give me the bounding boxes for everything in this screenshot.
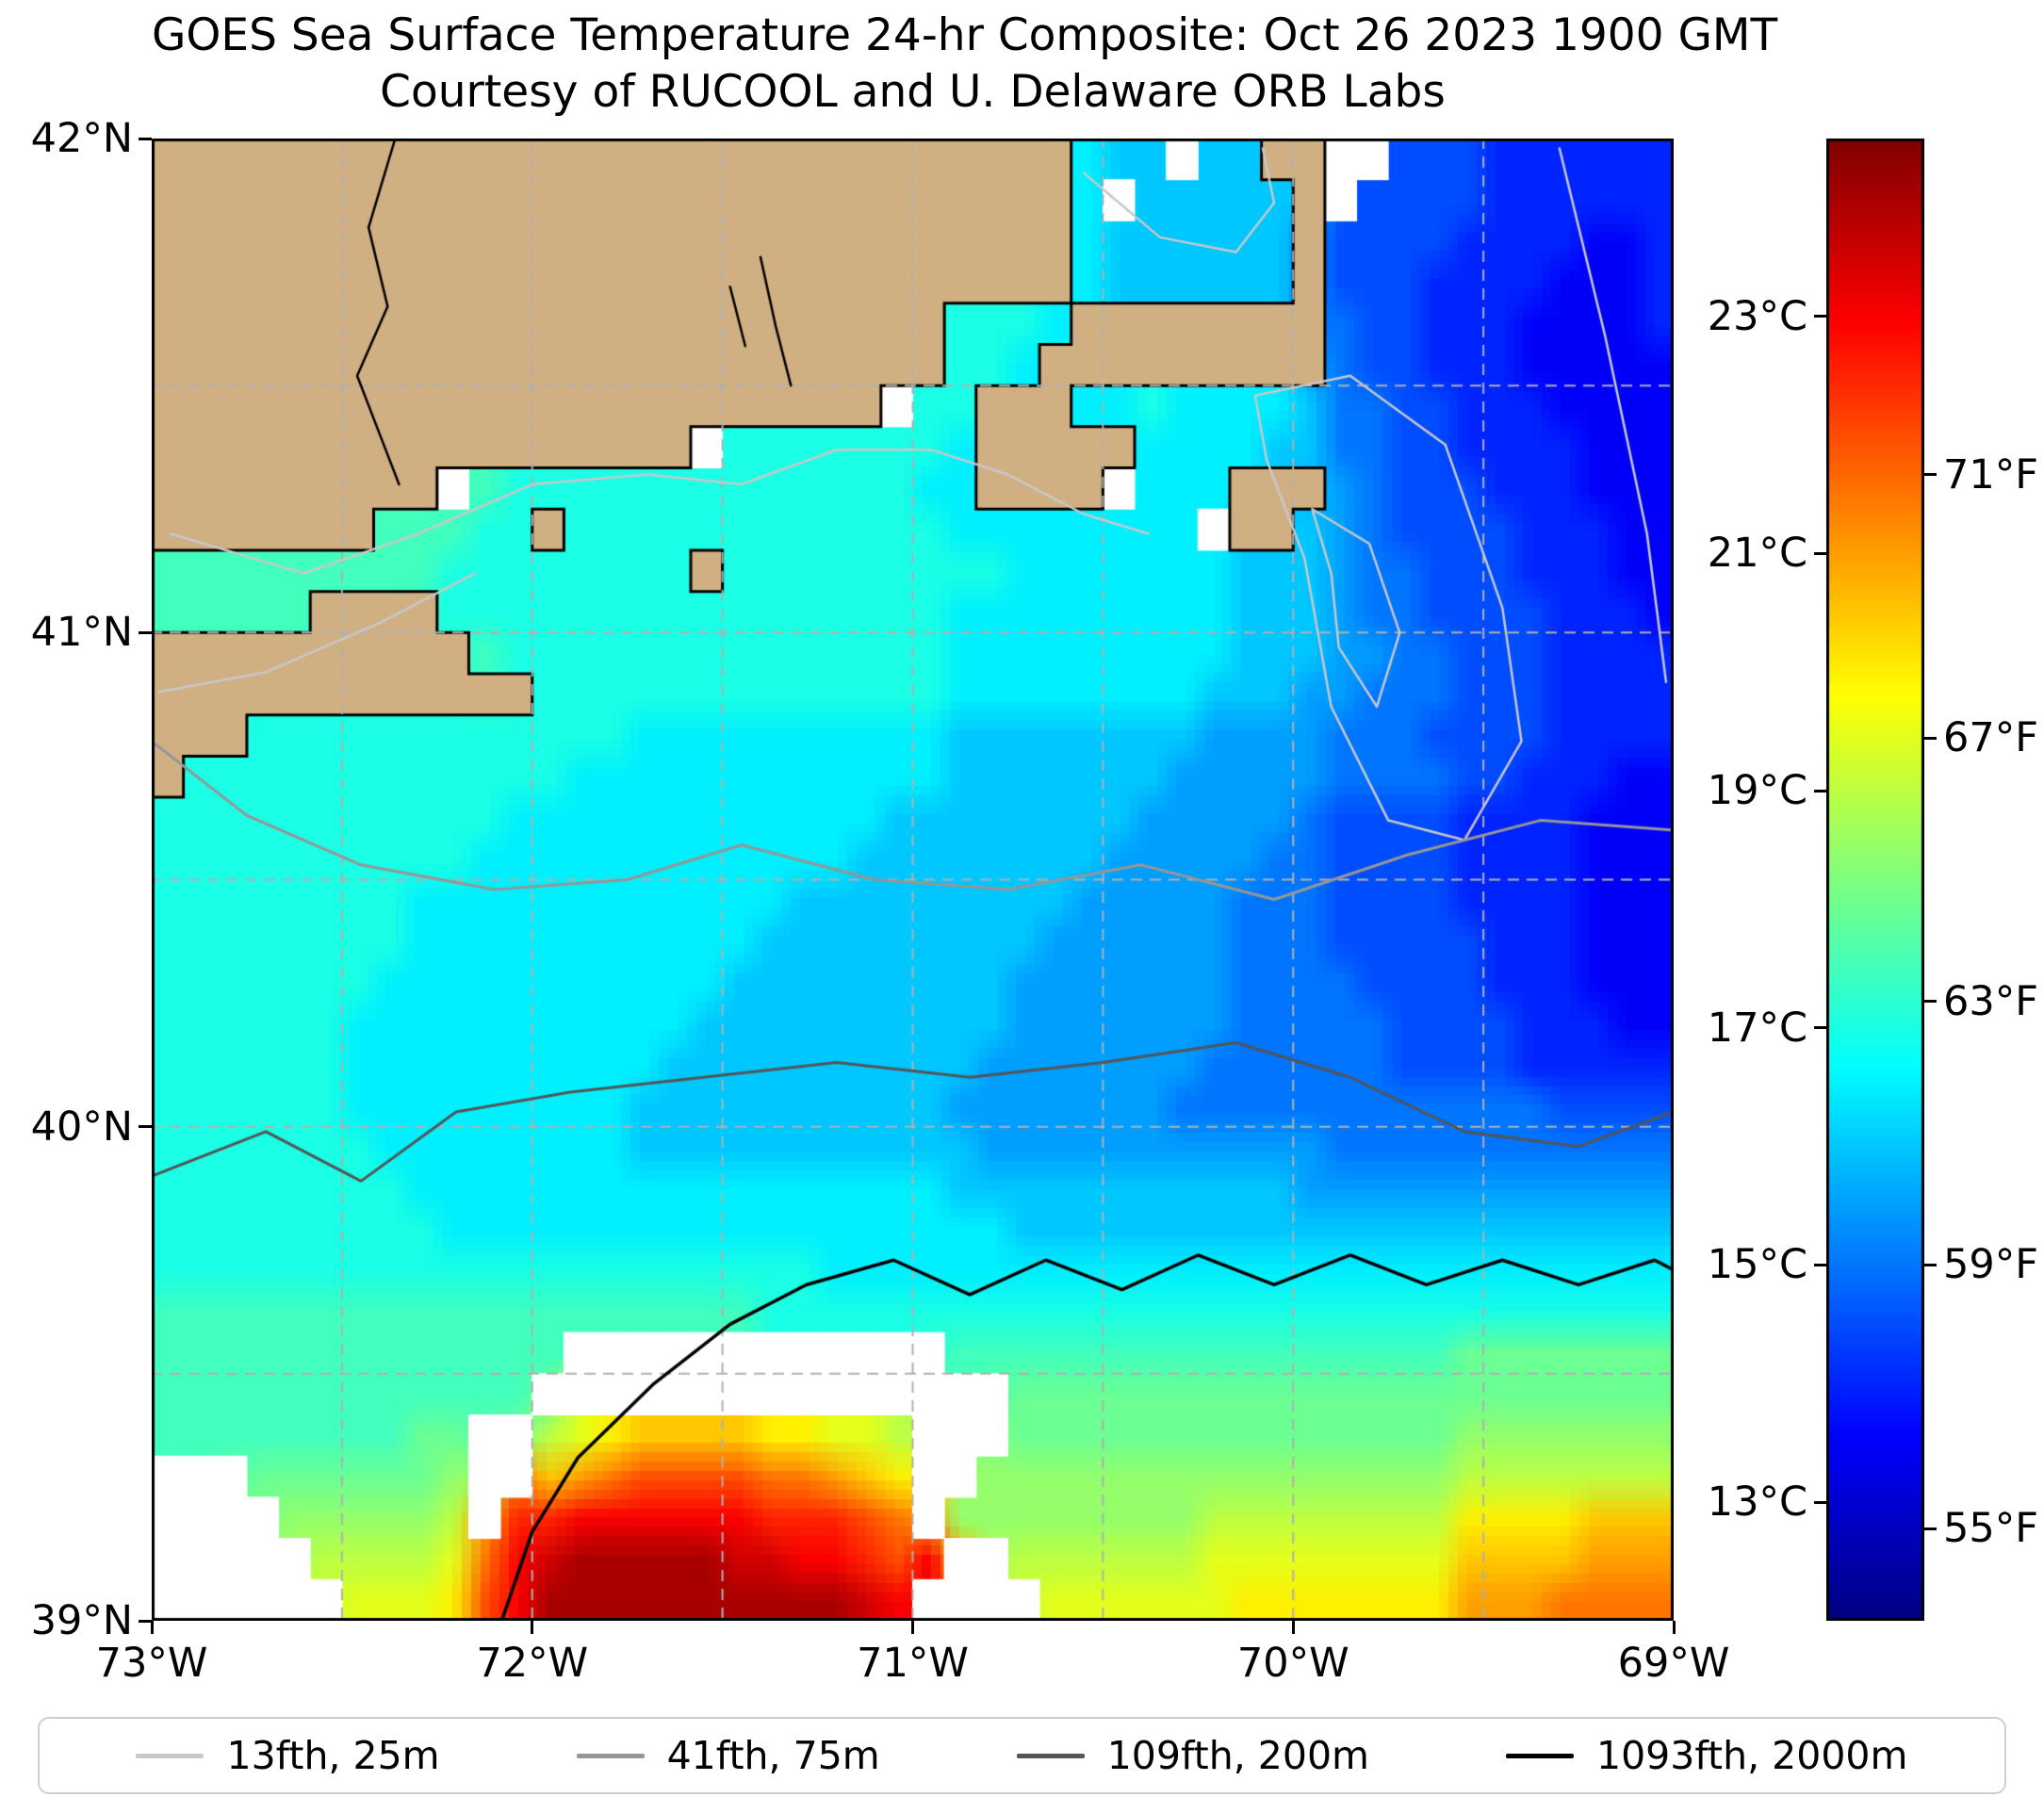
colorbar-tick-label-fahrenheit: 59°F [1943, 1241, 2038, 1289]
colorbar-tick-mark-fahrenheit [1924, 1000, 1937, 1004]
chart-title: GOES Sea Surface Temperature 24-hr Compo… [152, 9, 1778, 61]
colorbar-tick-mark-celsius [1814, 551, 1826, 555]
x-tick-label: 73°W [95, 1640, 208, 1687]
sst-map-plot [152, 139, 1674, 1621]
x-tick-label: 71°W [857, 1640, 969, 1687]
colorbar-tick-label-fahrenheit: 55°F [1943, 1505, 2038, 1553]
y-axis-tick-mark [139, 1619, 152, 1623]
colorbar-tick-label-celsius: 13°C [1707, 1478, 1807, 1527]
colorbar-tick-label-fahrenheit: 71°F [1943, 450, 2038, 498]
x-tick-label: 70°W [1236, 1640, 1349, 1687]
legend-item: 41fth, 75m [576, 1733, 880, 1778]
legend-label: 41fth, 75m [666, 1733, 880, 1778]
legend-line-sample [1016, 1753, 1085, 1758]
legend-label: 13fth, 25m [226, 1733, 440, 1778]
y-tick-label: 40°N [30, 1103, 133, 1151]
x-axis-tick-mark [150, 1621, 154, 1634]
colorbar-tick-mark-celsius [1814, 1026, 1826, 1030]
chart-subtitle: Courtesy of RUCOOL and U. Delaware ORB L… [380, 66, 1446, 118]
x-axis-tick-mark [531, 1621, 534, 1634]
y-axis-tick-mark [139, 630, 152, 634]
y-axis-tick-mark [139, 137, 152, 140]
colorbar-tick-label-fahrenheit: 63°F [1943, 977, 2038, 1025]
colorbar-tick-label-celsius: 17°C [1707, 1004, 1807, 1052]
colorbar-tick-mark-celsius [1814, 1263, 1826, 1266]
colorbar-tick-label-fahrenheit: 67°F [1943, 714, 2038, 762]
y-axis-tick-mark [139, 1125, 152, 1129]
colorbar-tick-mark-celsius [1814, 789, 1826, 792]
colorbar-tick-label-celsius: 19°C [1707, 767, 1807, 815]
legend-line-sample [1505, 1753, 1574, 1758]
colorbar-tick-label-celsius: 23°C [1707, 292, 1807, 340]
y-tick-label: 41°N [30, 609, 133, 657]
x-axis-tick-mark [1672, 1621, 1676, 1634]
x-axis-tick-mark [911, 1621, 914, 1634]
colorbar-tick-label-celsius: 21°C [1707, 530, 1807, 578]
colorbar-tick-mark-celsius [1814, 315, 1826, 319]
legend-box: 13fth, 25m 41fth, 75m 109fth, 200m 1093fth,… [38, 1717, 2006, 1794]
y-tick-label: 39°N [30, 1597, 133, 1644]
colorbar-tick-mark-fahrenheit [1924, 736, 1937, 740]
legend-item: 13fth, 25m [136, 1733, 440, 1778]
legend-item: 109fth, 200m [1016, 1733, 1369, 1778]
legend-line-sample [576, 1753, 645, 1758]
colorbar [1826, 139, 1924, 1621]
x-axis-tick-mark [1291, 1621, 1295, 1634]
colorbar-tick-label-celsius: 15°C [1707, 1241, 1807, 1289]
colorbar-tick-mark-fahrenheit [1924, 473, 1937, 477]
colorbar-tick-mark-fahrenheit [1924, 1263, 1937, 1266]
legend-line-sample [136, 1753, 204, 1758]
x-tick-label: 69°W [1617, 1640, 1730, 1687]
legend-item: 1093fth, 2000m [1505, 1733, 1908, 1778]
legend-label: 109fth, 200m [1106, 1733, 1369, 1778]
legend-label: 1093fth, 2000m [1595, 1733, 1908, 1778]
colorbar-tick-mark-celsius [1814, 1500, 1826, 1504]
colorbar-tick-mark-fahrenheit [1924, 1527, 1937, 1530]
x-tick-label: 72°W [476, 1640, 589, 1687]
y-tick-label: 42°N [30, 115, 133, 162]
